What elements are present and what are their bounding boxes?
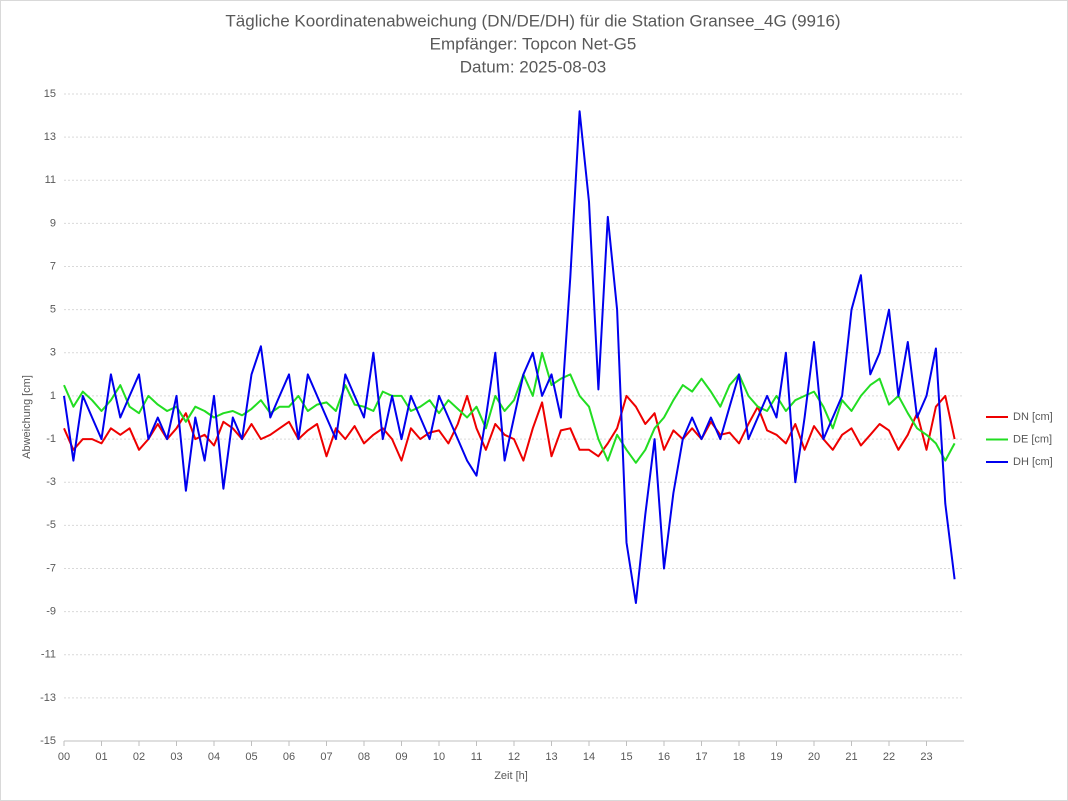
y-tick-label: 1 xyxy=(50,390,56,402)
x-tick-label: 03 xyxy=(170,751,182,763)
x-tick-label: 19 xyxy=(770,751,782,763)
legend-label: DH [cm] xyxy=(1013,456,1053,468)
x-tick-label: 18 xyxy=(733,751,745,763)
x-tick-label: 04 xyxy=(208,751,220,763)
x-tick-label: 21 xyxy=(845,751,857,763)
y-tick-label: 15 xyxy=(44,88,56,100)
y-tick-label: 11 xyxy=(45,174,56,186)
y-tick-label: 13 xyxy=(44,131,56,143)
x-tick-label: 02 xyxy=(133,751,145,763)
chart-subtitle: Empfänger: Topcon Net-G5 xyxy=(430,34,637,53)
y-tick-label: -15 xyxy=(40,735,56,747)
x-tick-label: 13 xyxy=(545,751,557,763)
data-line xyxy=(63,110,956,604)
x-tick-label: 17 xyxy=(695,751,707,763)
y-tick-label: -7 xyxy=(46,562,56,574)
y-tick-label: -3 xyxy=(46,476,56,488)
x-tick-label: 22 xyxy=(883,751,895,763)
x-axis-label: Zeit [h] xyxy=(494,770,528,782)
x-tick-label: 07 xyxy=(320,751,332,763)
y-tick-label: -11 xyxy=(41,649,56,661)
x-tick-label: 00 xyxy=(58,751,70,763)
y-tick-label: -5 xyxy=(46,519,56,531)
x-tick-label: 01 xyxy=(95,751,107,763)
x-tick-label: 16 xyxy=(658,751,670,763)
y-tick-label: -9 xyxy=(46,606,56,618)
x-tick-label: 14 xyxy=(583,751,595,763)
x-tick-label: 23 xyxy=(920,751,932,763)
legend-label: DN [cm] xyxy=(1013,411,1053,423)
y-tick-label: -13 xyxy=(40,692,56,704)
x-tick-label: 12 xyxy=(508,751,520,763)
x-tick-label: 11 xyxy=(471,751,482,763)
x-tick-label: 09 xyxy=(395,751,407,763)
x-tick-label: 08 xyxy=(358,751,370,763)
y-tick-label: 7 xyxy=(50,260,56,272)
y-tick-label: -1 xyxy=(46,433,56,445)
legend-label: DE [cm] xyxy=(1013,433,1052,445)
x-tick-label: 05 xyxy=(245,751,257,763)
chart-title: Tägliche Koordinatenabweichung (DN/DE/DH… xyxy=(225,11,840,30)
chart-subtitle: Datum: 2025-08-03 xyxy=(460,57,606,76)
x-tick-label: 20 xyxy=(808,751,820,763)
y-axis-label: Abweichung [cm] xyxy=(21,375,33,459)
y-tick-label: 9 xyxy=(50,217,56,229)
x-tick-label: 06 xyxy=(283,751,295,763)
y-tick-label: 5 xyxy=(50,304,56,316)
x-tick-label: 15 xyxy=(620,751,632,763)
data-line xyxy=(63,351,956,464)
x-tick-label: 10 xyxy=(433,751,445,763)
y-tick-label: 3 xyxy=(50,347,56,359)
